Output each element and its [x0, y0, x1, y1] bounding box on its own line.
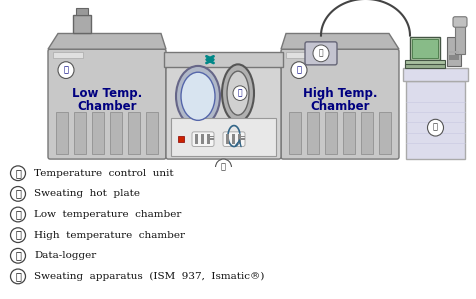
Circle shape	[232, 86, 247, 100]
Text: Chamber: Chamber	[309, 100, 369, 113]
Text: ⑤: ⑤	[432, 124, 437, 132]
FancyBboxPatch shape	[304, 42, 336, 65]
FancyBboxPatch shape	[280, 49, 398, 159]
Text: Chamber: Chamber	[77, 100, 137, 113]
Bar	[238, 134, 240, 144]
Bar	[404, 64, 444, 68]
Bar	[209, 136, 214, 137]
Bar	[411, 39, 437, 57]
Bar	[128, 112, 140, 154]
Circle shape	[10, 269, 25, 284]
Circle shape	[312, 45, 328, 62]
Bar	[178, 136, 184, 142]
Bar	[402, 68, 467, 80]
Bar	[53, 52, 83, 57]
Text: Sweating  hot  plate: Sweating hot plate	[34, 189, 140, 198]
Bar	[209, 138, 214, 139]
Text: ⑥: ⑥	[318, 49, 323, 57]
FancyBboxPatch shape	[48, 49, 166, 159]
Bar	[170, 118, 276, 156]
Bar	[209, 139, 214, 140]
Text: ②: ②	[237, 89, 242, 97]
Text: Low  temperature  chamber: Low temperature chamber	[34, 210, 181, 219]
Polygon shape	[280, 33, 398, 49]
FancyBboxPatch shape	[192, 132, 214, 147]
Circle shape	[290, 62, 307, 79]
FancyBboxPatch shape	[166, 67, 280, 159]
Bar	[324, 112, 336, 154]
Bar	[92, 112, 104, 154]
Bar	[378, 112, 390, 154]
Circle shape	[10, 248, 25, 263]
Ellipse shape	[227, 71, 248, 115]
Circle shape	[215, 159, 231, 176]
Text: ③: ③	[15, 210, 21, 219]
Polygon shape	[48, 33, 166, 49]
Bar	[288, 112, 300, 154]
Bar	[409, 37, 439, 60]
Bar	[56, 112, 68, 154]
FancyBboxPatch shape	[452, 17, 466, 27]
FancyBboxPatch shape	[223, 132, 245, 147]
Text: ④: ④	[296, 66, 301, 74]
Bar	[405, 80, 464, 159]
Circle shape	[10, 187, 25, 201]
Bar	[240, 136, 245, 137]
Circle shape	[10, 228, 25, 242]
Text: Low Temp.: Low Temp.	[72, 87, 142, 100]
Text: ⑤: ⑤	[15, 251, 21, 260]
Bar	[207, 134, 209, 144]
Text: High  temperature  chamber: High temperature chamber	[34, 231, 185, 239]
Text: ②: ②	[15, 189, 21, 198]
Text: ①: ①	[220, 164, 226, 171]
Bar	[226, 134, 228, 144]
Bar	[448, 51, 458, 53]
Text: ①: ①	[15, 169, 21, 178]
Bar	[240, 139, 245, 140]
Bar	[360, 112, 372, 154]
Bar	[146, 112, 158, 154]
Bar	[446, 37, 460, 66]
Text: High Temp.: High Temp.	[302, 87, 377, 100]
Text: Sweating  apparatus  (ISM  937,  Ismatic®): Sweating apparatus (ISM 937, Ismatic®)	[34, 272, 264, 281]
Circle shape	[10, 166, 25, 181]
Ellipse shape	[176, 66, 219, 127]
Ellipse shape	[180, 72, 215, 120]
Bar	[454, 25, 464, 54]
Circle shape	[10, 207, 25, 222]
Bar	[200, 134, 204, 144]
Text: ④: ④	[15, 231, 21, 239]
Bar	[110, 112, 122, 154]
Text: Temperature  control  unit: Temperature control unit	[34, 169, 173, 178]
Bar	[73, 15, 91, 33]
Bar	[404, 60, 444, 66]
Bar	[286, 52, 315, 57]
Text: ⑥: ⑥	[15, 272, 21, 281]
Bar	[74, 112, 86, 154]
Bar	[342, 112, 354, 154]
Bar	[307, 112, 318, 154]
Ellipse shape	[221, 64, 253, 122]
Bar	[195, 134, 198, 144]
Bar	[231, 134, 235, 144]
Bar	[240, 138, 245, 139]
Circle shape	[426, 119, 443, 136]
Text: Data-logger: Data-logger	[34, 251, 96, 260]
Bar	[448, 56, 458, 60]
Circle shape	[58, 62, 74, 79]
Bar	[164, 52, 282, 67]
Text: ③: ③	[63, 66, 69, 74]
Bar	[76, 8, 88, 15]
